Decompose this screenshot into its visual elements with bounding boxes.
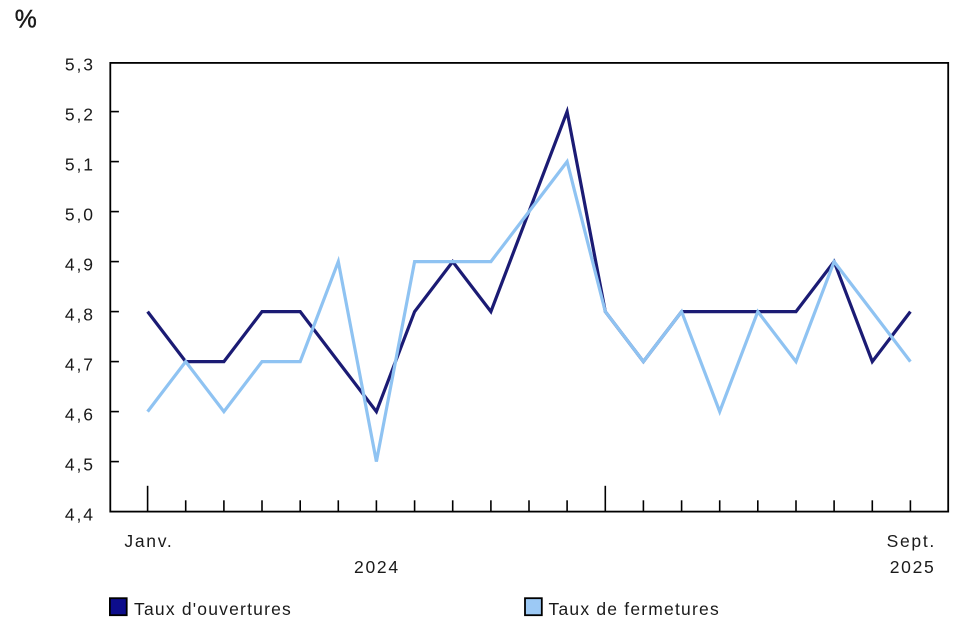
svg-text:4,9: 4,9 bbox=[65, 254, 95, 274]
svg-text:5,1: 5,1 bbox=[65, 154, 95, 174]
svg-text:4,5: 4,5 bbox=[65, 454, 95, 474]
svg-text:4,7: 4,7 bbox=[65, 354, 95, 374]
svg-text:2024: 2024 bbox=[354, 557, 400, 577]
svg-text:Sept.: Sept. bbox=[887, 531, 936, 551]
svg-text:%: % bbox=[15, 7, 38, 34]
svg-text:Taux de fermetures: Taux de fermetures bbox=[549, 599, 720, 619]
svg-text:4,8: 4,8 bbox=[65, 304, 95, 324]
svg-text:4,4: 4,4 bbox=[65, 504, 95, 524]
svg-text:Taux d'ouvertures: Taux d'ouvertures bbox=[134, 599, 292, 619]
svg-text:4,6: 4,6 bbox=[65, 404, 95, 424]
svg-text:Janv.: Janv. bbox=[124, 531, 173, 551]
svg-text:5,2: 5,2 bbox=[65, 104, 95, 124]
svg-text:5,3: 5,3 bbox=[65, 54, 95, 74]
svg-text:2025: 2025 bbox=[890, 557, 936, 577]
svg-text:5,0: 5,0 bbox=[65, 204, 95, 224]
